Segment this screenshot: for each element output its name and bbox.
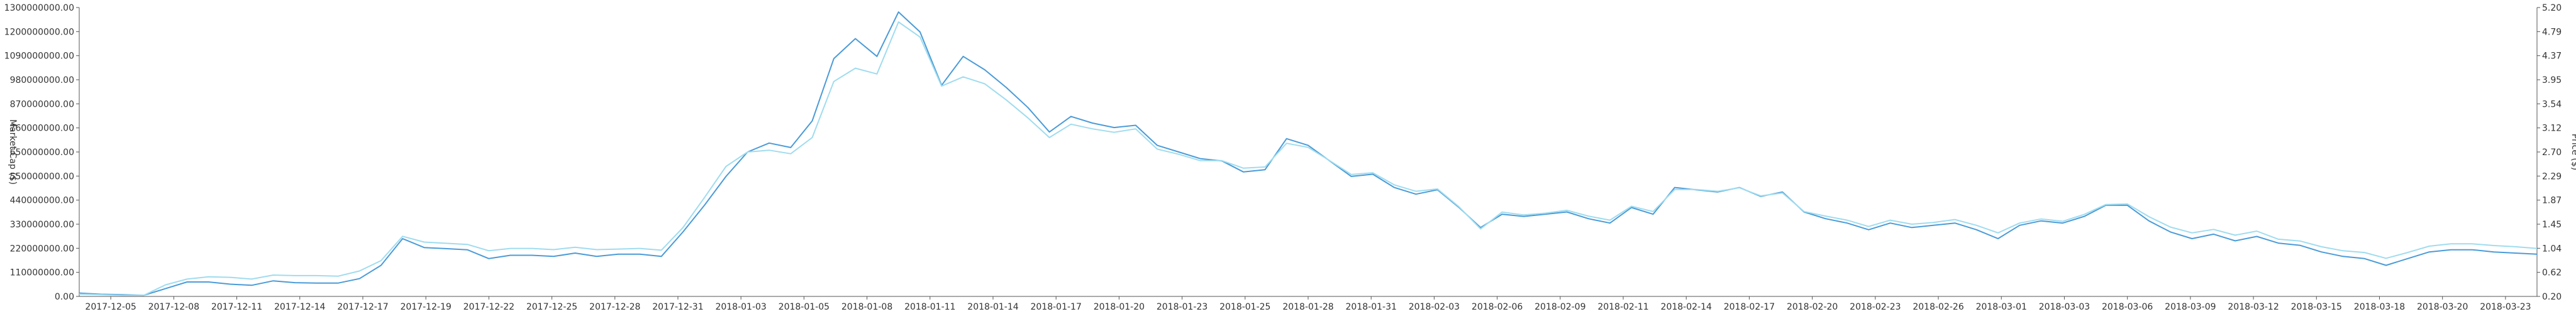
x-tick-label: 2017-12-11	[211, 302, 262, 312]
series-lines	[79, 11, 2538, 296]
x-tick-label: 2018-03-18	[2354, 302, 2405, 312]
x-tick-label: 2018-01-14	[967, 302, 1018, 312]
x-tick-label: 2017-12-17	[337, 302, 388, 312]
x-tick-label: 2018-03-09	[2165, 302, 2216, 312]
x-tick-label: 2018-01-11	[904, 302, 955, 312]
x-tick-label: 2018-02-11	[1597, 302, 1648, 312]
axes	[76, 7, 2540, 300]
y-left-tick-label: 0.00	[55, 292, 74, 302]
x-tick-label: 2018-01-28	[1282, 302, 1333, 312]
y-left-tick-label: 110000000.00	[10, 268, 74, 278]
x-tick-label: 2018-01-03	[715, 302, 766, 312]
x-tick-label: 2018-02-20	[1787, 302, 1838, 312]
x-tick-label: 2017-12-19	[400, 302, 451, 312]
x-tick-label: 2018-01-08	[841, 302, 892, 312]
x-tick-label: 2018-01-25	[1219, 302, 1270, 312]
x-tick-label: 2017-12-28	[589, 302, 640, 312]
y-left-tick-label: 220000000.00	[10, 244, 74, 254]
x-tick-label: 2018-01-31	[1346, 302, 1397, 312]
tick-labels: 0.00 110000000.00 220000000.00 330000000.00…	[4, 3, 2562, 312]
y-right-tick-label: 1.45	[2542, 220, 2562, 230]
x-tick-label: 2018-02-09	[1535, 302, 1585, 312]
x-tick-label: 2018-03-12	[2228, 302, 2279, 312]
y-left-tick-label: 1200000000.00	[4, 27, 74, 37]
x-tick-label: 2018-01-20	[1094, 302, 1145, 312]
y-right-tick-label: 3.95	[2542, 75, 2562, 85]
x-tick-label: 2017-12-25	[526, 302, 577, 312]
x-tick-label: 2017-12-14	[274, 302, 325, 312]
y-left-tick-label: 650000000.00	[10, 148, 74, 158]
y-axis-left-title: Market Cap ($)	[8, 119, 18, 185]
y-right-tick-label: 3.54	[2542, 99, 2562, 109]
x-tick-label: 2018-03-20	[2417, 302, 2468, 312]
y-right-tick-label: 5.20	[2542, 3, 2562, 13]
y-left-tick-label: 870000000.00	[10, 99, 74, 109]
x-tick-label: 2018-02-26	[1913, 302, 1963, 312]
x-tick-label: 2018-02-14	[1661, 302, 1712, 312]
x-tick-label: 2017-12-22	[464, 302, 514, 312]
x-tick-label: 2017-12-31	[652, 302, 703, 312]
y-right-tick-label: 4.37	[2542, 51, 2562, 62]
y-right-tick-label: 4.79	[2542, 27, 2562, 37]
y-axis-right-title: Price ($)	[2570, 134, 2576, 170]
y-left-tick-label: 760000000.00	[10, 124, 74, 134]
price-line	[79, 21, 2538, 296]
x-tick-label: 2018-01-17	[1030, 302, 1081, 312]
y-right-tick-label: 1.04	[2542, 244, 2562, 254]
x-tick-label: 2018-01-23	[1157, 302, 1208, 312]
y-left-tick-label: 980000000.00	[10, 75, 74, 85]
y-right-tick-label: 0.20	[2542, 292, 2562, 302]
x-tick-label: 2018-02-03	[1409, 302, 1460, 312]
y-right-tick-label: 3.12	[2542, 124, 2562, 134]
y-left-tick-label: 330000000.00	[10, 220, 74, 230]
x-tick-label: 2017-12-08	[148, 302, 199, 312]
y-left-tick-label: 440000000.00	[10, 196, 74, 206]
x-tick-label: 2018-03-23	[2480, 302, 2531, 312]
y-left-tick-label: 550000000.00	[10, 171, 74, 181]
y-right-tick-label: 0.62	[2542, 268, 2562, 278]
x-tick-label: 2018-02-17	[1724, 302, 1775, 312]
x-tick-label: 2018-03-15	[2291, 302, 2342, 312]
y-right-tick-label: 2.29	[2542, 171, 2562, 181]
x-tick-label: 2018-02-23	[1850, 302, 1901, 312]
x-tick-label: 2017-12-05	[85, 302, 136, 312]
market-cap-line	[79, 11, 2538, 296]
x-tick-label: 2018-01-05	[779, 302, 830, 312]
y-right-tick-label: 2.70	[2542, 148, 2562, 158]
y-left-tick-label: 1300000000.00	[4, 3, 74, 13]
x-tick-label: 2018-03-01	[1976, 302, 2027, 312]
x-tick-label: 2018-03-03	[2039, 302, 2090, 312]
y-right-tick-label: 1.87	[2542, 196, 2562, 206]
y-left-tick-label: 1090000000.00	[4, 51, 74, 62]
x-tick-label: 2018-02-06	[1472, 302, 1523, 312]
x-tick-label: 2018-03-06	[2102, 302, 2153, 312]
